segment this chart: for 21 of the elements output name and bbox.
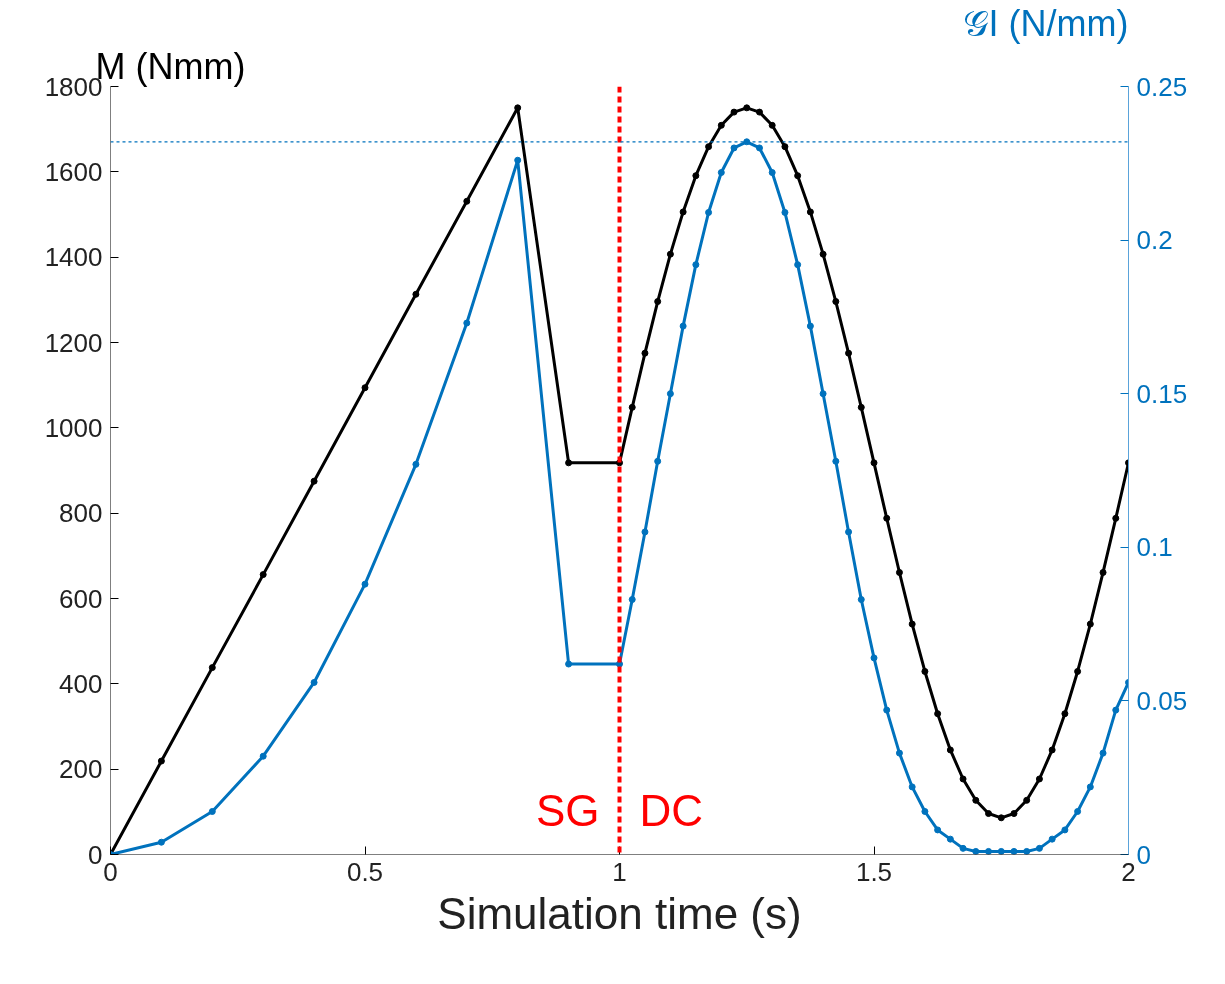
y2-tick-label: 0.1 xyxy=(1136,532,1173,563)
y-tick-label: 800 xyxy=(59,498,103,529)
annotation: DC xyxy=(639,785,704,835)
y2-tick-label: 0.2 xyxy=(1136,225,1173,256)
y2-axis-title: 𝒢I (N/mm) xyxy=(962,2,1129,44)
y-tick-label: 1600 xyxy=(44,156,103,187)
y2-tick-label: 0.15 xyxy=(1136,378,1188,409)
y2-tick-label: 0.25 xyxy=(1136,71,1188,102)
y2-tick-label: 0.05 xyxy=(1136,685,1188,716)
x-tick-label: 0.5 xyxy=(346,856,384,887)
y-tick-label: 400 xyxy=(59,668,103,699)
y-tick-label: 1400 xyxy=(44,242,103,273)
x-tick-label: 1.5 xyxy=(855,856,893,887)
y-tick-label: 1200 xyxy=(44,327,103,358)
y-tick-label: 200 xyxy=(59,754,103,785)
x-axis-title: Simulation time (s) xyxy=(437,888,802,938)
x-tick-label: 2 xyxy=(1121,856,1136,887)
x-tick-label: 1 xyxy=(612,856,627,887)
y-tick-label: 1000 xyxy=(44,412,103,443)
annotation: SG xyxy=(535,785,600,835)
y-tick-label: 600 xyxy=(59,583,103,614)
